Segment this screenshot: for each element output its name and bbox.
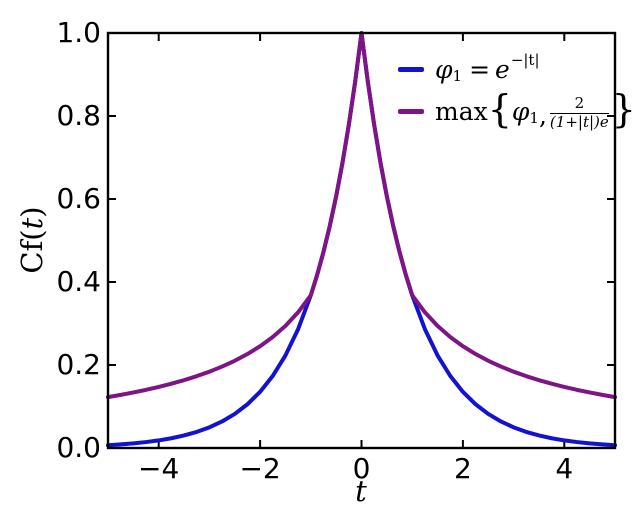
legend-item-phi1: φ 1 = e −|t| bbox=[398, 50, 636, 88]
legend-label-phi1: φ 1 = e −|t| bbox=[435, 51, 540, 85]
legend-swatch-max bbox=[398, 108, 424, 114]
phi-subscript: 1 bbox=[529, 109, 539, 127]
left-brace: { bbox=[487, 87, 512, 131]
e-base: e bbox=[495, 54, 510, 84]
fraction-denominator: (1+|t|)e bbox=[549, 112, 609, 131]
y-tick-label: 0.0 bbox=[56, 431, 101, 464]
y-tick-label: 1.0 bbox=[56, 16, 101, 49]
x-tick-label: −2 bbox=[239, 452, 281, 485]
y-tick-label: 0.8 bbox=[56, 99, 101, 132]
x-axis-label: t bbox=[355, 474, 367, 508]
y-axis-label-post: ) bbox=[15, 206, 49, 218]
x-tick-label: 2 bbox=[453, 452, 472, 485]
right-brace: } bbox=[611, 87, 636, 131]
y-axis-label-pre: Cf( bbox=[15, 229, 49, 274]
phi-symbol: φ bbox=[435, 54, 453, 84]
plot-frame bbox=[106, 31, 617, 450]
y-axis-label-var: t bbox=[15, 217, 49, 230]
y-tick-label: 0.2 bbox=[56, 348, 101, 381]
y-tick-label: 0.4 bbox=[56, 265, 101, 298]
fraction-bar bbox=[549, 112, 609, 114]
x-tick-label: −4 bbox=[138, 452, 180, 485]
phi-symbol: φ bbox=[511, 96, 530, 126]
comma: , bbox=[538, 100, 547, 130]
phi-subscript: 1 bbox=[452, 67, 463, 85]
x-tick-label: 4 bbox=[555, 452, 574, 485]
fraction: 2 (1+|t|)e bbox=[549, 93, 609, 131]
max-function-name: max bbox=[435, 96, 488, 126]
fraction-numerator: 2 bbox=[574, 93, 585, 112]
legend-item-max: max{φ 1, 2 (1+|t|)e} bbox=[398, 87, 636, 131]
x-tick-label: 0 bbox=[352, 452, 371, 485]
equals-sign: = bbox=[469, 54, 491, 84]
y-tick-label: 0.6 bbox=[56, 182, 101, 215]
legend: φ 1 = e −|t| max{φ 1, 2 (1+|t|)e} bbox=[398, 50, 636, 130]
y-axis-label: Cf(t) bbox=[15, 180, 49, 300]
legend-label-max: max{φ 1, 2 (1+|t|)e} bbox=[435, 87, 636, 131]
exponent: −|t| bbox=[510, 51, 540, 69]
legend-swatch-phi1 bbox=[398, 66, 424, 72]
